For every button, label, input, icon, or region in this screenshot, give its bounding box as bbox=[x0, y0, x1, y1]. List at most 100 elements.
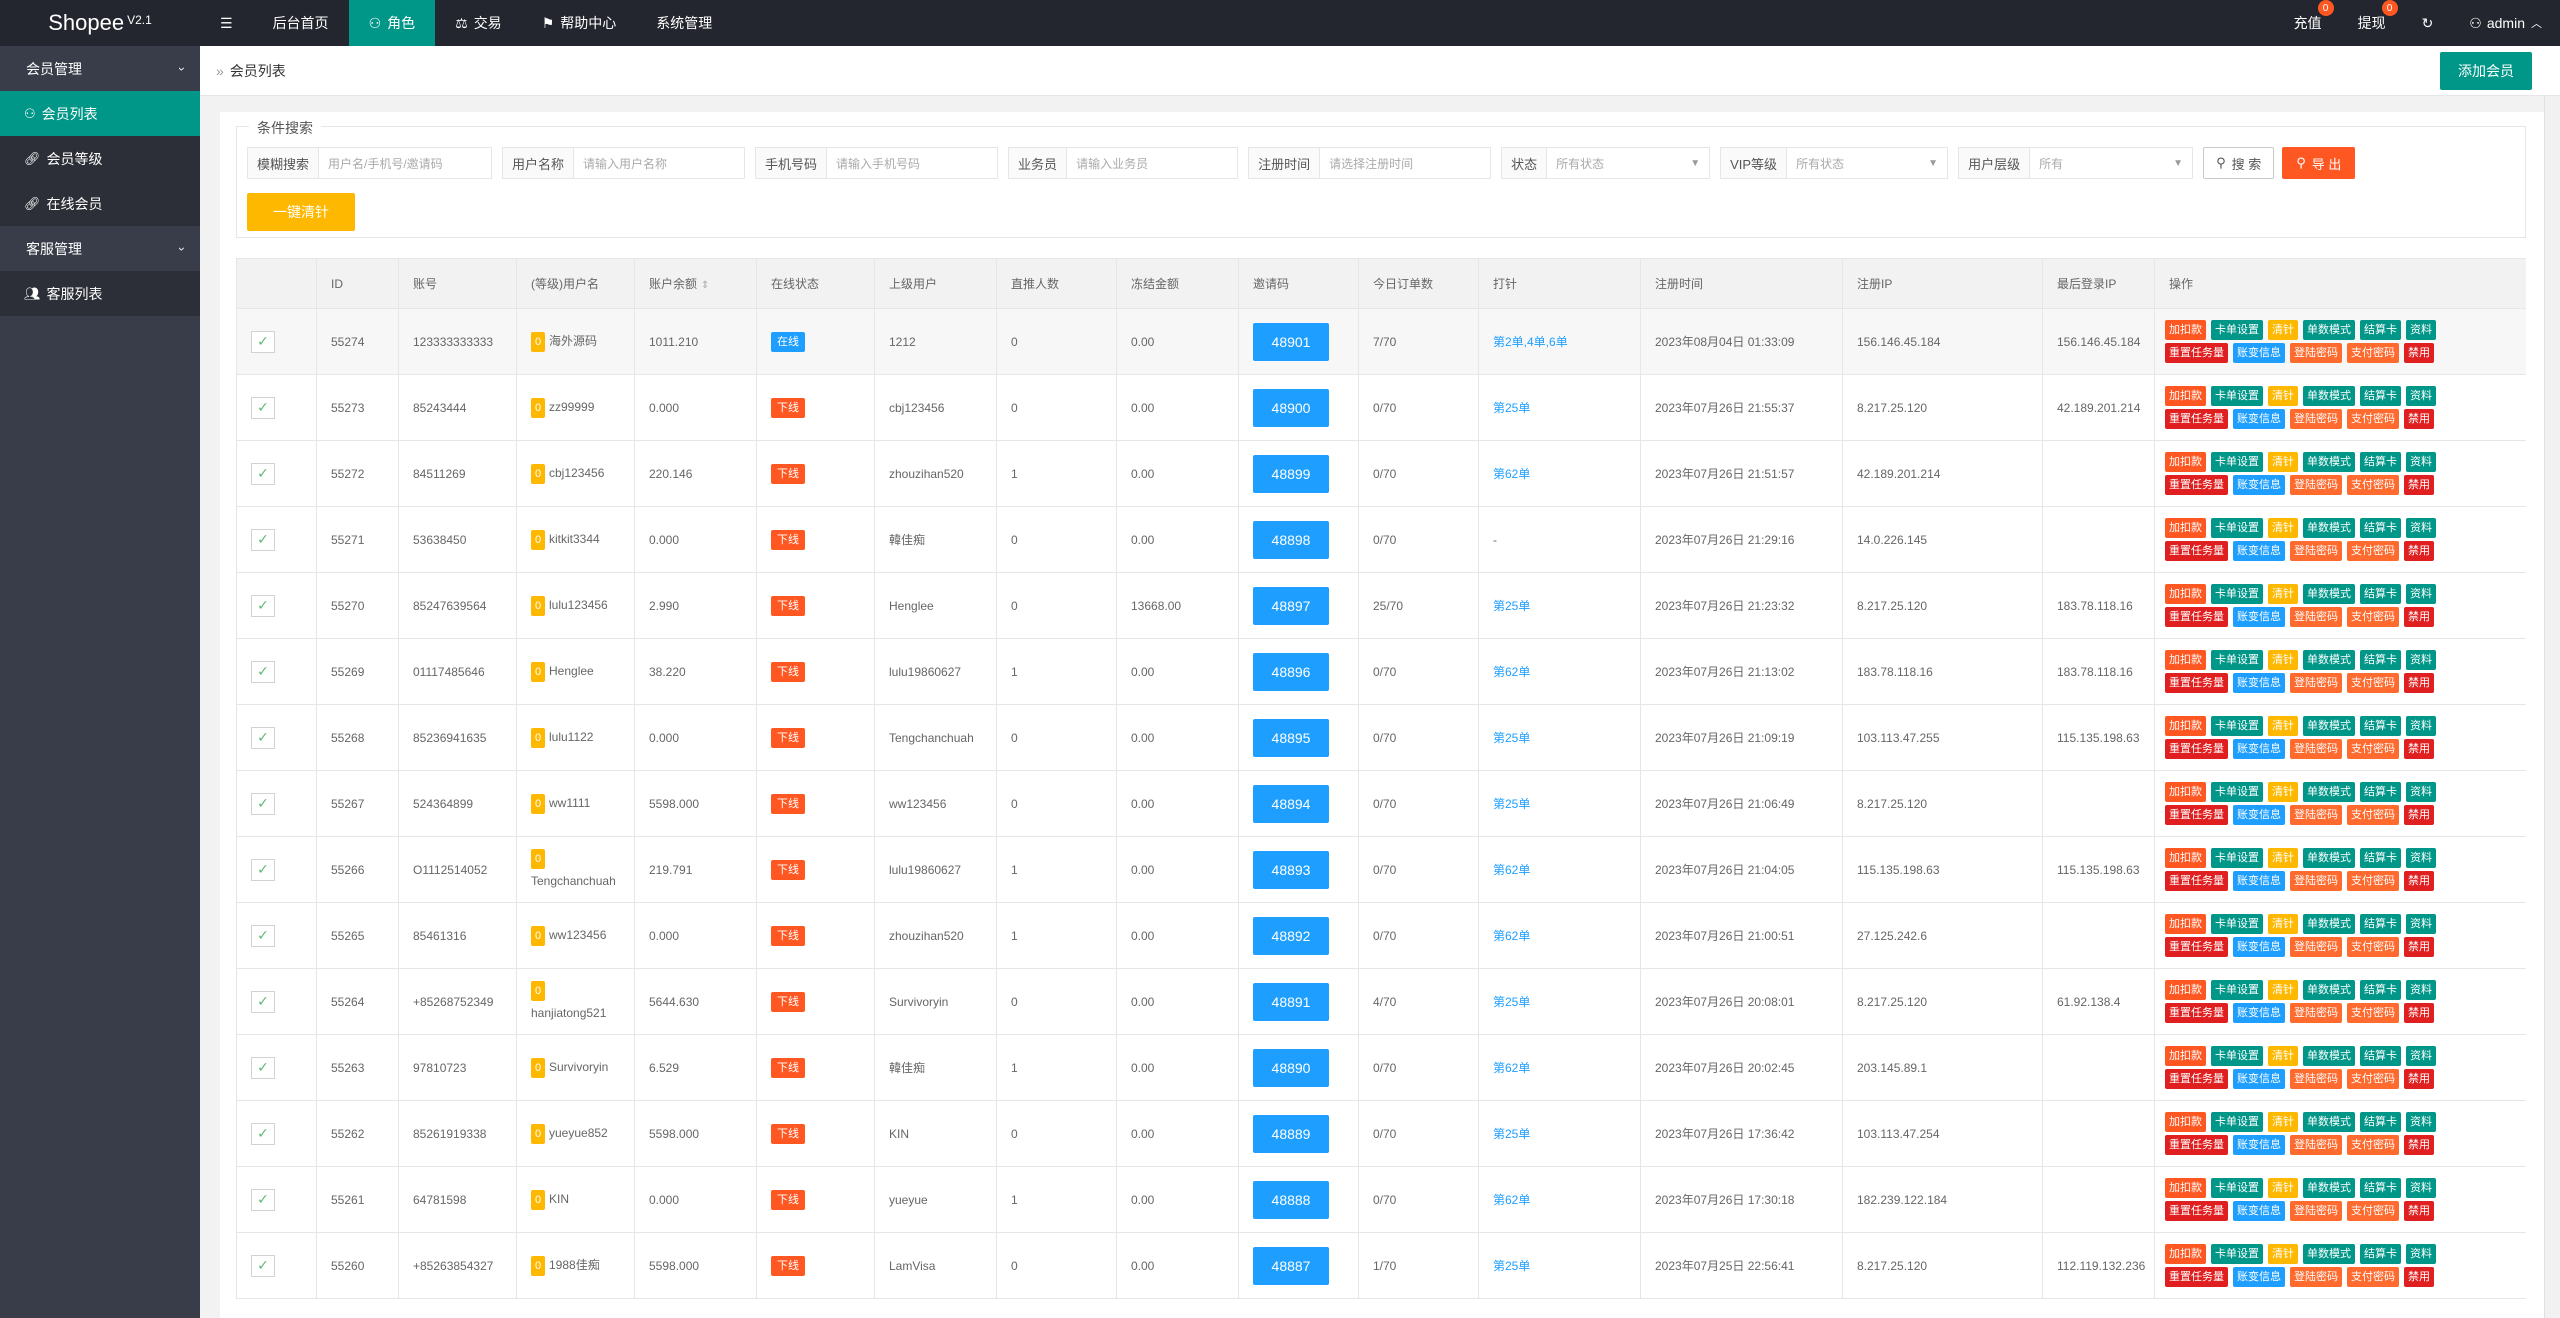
balance-log-button[interactable]: 账变信息 bbox=[2233, 475, 2285, 495]
profile-button[interactable]: 资料 bbox=[2406, 1046, 2436, 1066]
sidebar-item-member-list[interactable]: ⚇ 会员列表 bbox=[0, 91, 200, 136]
profile-button[interactable]: 资料 bbox=[2406, 782, 2436, 802]
login-password-button[interactable]: 登陆密码 bbox=[2290, 343, 2342, 363]
order-mode-button[interactable]: 单数模式 bbox=[2303, 848, 2355, 868]
balance-log-button[interactable]: 账变信息 bbox=[2233, 1135, 2285, 1155]
reset-tasks-button[interactable]: 重置任务量 bbox=[2165, 673, 2228, 693]
settlement-card-button[interactable]: 结算卡 bbox=[2360, 980, 2401, 1000]
pin-link[interactable]: 第2单,4单,6单 bbox=[1493, 335, 1568, 349]
status-select[interactable]: 所有状态 ▼ bbox=[1547, 148, 1709, 178]
card-order-settings-button[interactable]: 卡单设置 bbox=[2211, 518, 2263, 538]
profile-button[interactable]: 资料 bbox=[2406, 716, 2436, 736]
row-checkbox[interactable]: ✓ bbox=[251, 1254, 275, 1277]
username-input[interactable]: 请输入用户名称 bbox=[583, 156, 668, 171]
profile-button[interactable]: 资料 bbox=[2406, 1112, 2436, 1132]
disable-button[interactable]: 禁用 bbox=[2404, 739, 2434, 759]
card-order-settings-button[interactable]: 卡单设置 bbox=[2211, 386, 2263, 406]
login-password-button[interactable]: 登陆密码 bbox=[2290, 673, 2342, 693]
pay-password-button[interactable]: 支付密码 bbox=[2347, 607, 2399, 627]
balance-log-button[interactable]: 账变信息 bbox=[2233, 739, 2285, 759]
order-mode-button[interactable]: 单数模式 bbox=[2303, 650, 2355, 670]
reset-tasks-button[interactable]: 重置任务量 bbox=[2165, 1135, 2228, 1155]
pin-link[interactable]: 第25单 bbox=[1493, 1127, 1531, 1141]
reset-tasks-button[interactable]: 重置任务量 bbox=[2165, 475, 2228, 495]
settlement-card-button[interactable]: 结算卡 bbox=[2360, 584, 2401, 604]
balance-log-button[interactable]: 账变信息 bbox=[2233, 1201, 2285, 1221]
login-password-button[interactable]: 登陆密码 bbox=[2290, 1135, 2342, 1155]
profile-button[interactable]: 资料 bbox=[2406, 386, 2436, 406]
pay-password-button[interactable]: 支付密码 bbox=[2347, 1069, 2399, 1089]
profile-button[interactable]: 资料 bbox=[2406, 320, 2436, 340]
settlement-card-button[interactable]: 结算卡 bbox=[2360, 452, 2401, 472]
clear-pin-button[interactable]: 清针 bbox=[2268, 1244, 2298, 1264]
row-checkbox[interactable]: ✓ bbox=[251, 1056, 275, 1079]
pay-password-button[interactable]: 支付密码 bbox=[2347, 1267, 2399, 1287]
card-order-settings-button[interactable]: 卡单设置 bbox=[2211, 650, 2263, 670]
adjust-balance-button[interactable]: 加扣款 bbox=[2165, 386, 2206, 406]
pin-link[interactable]: 第25单 bbox=[1493, 797, 1531, 811]
clear-pin-button[interactable]: 清针 bbox=[2268, 716, 2298, 736]
adjust-balance-button[interactable]: 加扣款 bbox=[2165, 518, 2206, 538]
balance-log-button[interactable]: 账变信息 bbox=[2233, 409, 2285, 429]
order-mode-button[interactable]: 单数模式 bbox=[2303, 1046, 2355, 1066]
disable-button[interactable]: 禁用 bbox=[2404, 1135, 2434, 1155]
pay-password-button[interactable]: 支付密码 bbox=[2347, 1003, 2399, 1023]
pin-link[interactable]: 第62单 bbox=[1493, 1061, 1531, 1075]
login-password-button[interactable]: 登陆密码 bbox=[2290, 607, 2342, 627]
row-checkbox[interactable]: ✓ bbox=[251, 990, 275, 1013]
clear-pin-button[interactable]: 清针 bbox=[2268, 980, 2298, 1000]
invite-code-button[interactable]: 48897 bbox=[1253, 586, 1329, 625]
card-order-settings-button[interactable]: 卡单设置 bbox=[2211, 1046, 2263, 1066]
pay-password-button[interactable]: 支付密码 bbox=[2347, 673, 2399, 693]
invite-code-button[interactable]: 48898 bbox=[1253, 520, 1329, 559]
pay-password-button[interactable]: 支付密码 bbox=[2347, 409, 2399, 429]
nav-system[interactable]: 系统管理 bbox=[636, 0, 732, 46]
settlement-card-button[interactable]: 结算卡 bbox=[2360, 518, 2401, 538]
profile-button[interactable]: 资料 bbox=[2406, 1244, 2436, 1264]
balance-log-button[interactable]: 账变信息 bbox=[2233, 871, 2285, 891]
settlement-card-button[interactable]: 结算卡 bbox=[2360, 782, 2401, 802]
adjust-balance-button[interactable]: 加扣款 bbox=[2165, 452, 2206, 472]
adjust-balance-button[interactable]: 加扣款 bbox=[2165, 1244, 2206, 1264]
settlement-card-button[interactable]: 结算卡 bbox=[2360, 848, 2401, 868]
regtime-input[interactable]: 请选择注册时间 bbox=[1329, 156, 1414, 171]
order-mode-button[interactable]: 单数模式 bbox=[2303, 716, 2355, 736]
order-mode-button[interactable]: 单数模式 bbox=[2303, 1112, 2355, 1132]
menu-toggle-button[interactable]: ☰ bbox=[200, 0, 253, 46]
settlement-card-button[interactable]: 结算卡 bbox=[2360, 1178, 2401, 1198]
clear-pin-button[interactable]: 清针 bbox=[2268, 584, 2298, 604]
column-header[interactable]: 账户余额 ⇕ bbox=[634, 258, 757, 309]
invite-code-button[interactable]: 48887 bbox=[1253, 1246, 1329, 1285]
login-password-button[interactable]: 登陆密码 bbox=[2290, 541, 2342, 561]
pay-password-button[interactable]: 支付密码 bbox=[2347, 805, 2399, 825]
login-password-button[interactable]: 登陆密码 bbox=[2290, 805, 2342, 825]
card-order-settings-button[interactable]: 卡单设置 bbox=[2211, 1178, 2263, 1198]
profile-button[interactable]: 资料 bbox=[2406, 518, 2436, 538]
tier-select[interactable]: 所有 ▼ bbox=[2030, 148, 2192, 178]
user-menu[interactable]: ⚇ admin ︿ bbox=[2451, 0, 2560, 46]
invite-code-button[interactable]: 48890 bbox=[1253, 1048, 1329, 1087]
adjust-balance-button[interactable]: 加扣款 bbox=[2165, 1112, 2206, 1132]
nav-role[interactable]: ⚇ 角色 bbox=[348, 0, 436, 46]
export-button[interactable]: ⚲ 导 出 bbox=[2282, 147, 2356, 179]
agent-input[interactable]: 请输入业务员 bbox=[1076, 156, 1149, 171]
invite-code-button[interactable]: 48893 bbox=[1253, 850, 1329, 889]
balance-log-button[interactable]: 账变信息 bbox=[2233, 343, 2285, 363]
invite-code-button[interactable]: 48895 bbox=[1253, 718, 1329, 757]
clear-pin-button[interactable]: 清针 bbox=[2268, 782, 2298, 802]
search-button[interactable]: ⚲ 搜 索 bbox=[2203, 147, 2275, 179]
adjust-balance-button[interactable]: 加扣款 bbox=[2165, 584, 2206, 604]
balance-log-button[interactable]: 账变信息 bbox=[2233, 1069, 2285, 1089]
row-checkbox[interactable]: ✓ bbox=[251, 528, 275, 551]
adjust-balance-button[interactable]: 加扣款 bbox=[2165, 650, 2206, 670]
clear-pin-button[interactable]: 清针 bbox=[2268, 320, 2298, 340]
vip-select[interactable]: 所有状态 ▼ bbox=[1787, 148, 1947, 178]
adjust-balance-button[interactable]: 加扣款 bbox=[2165, 782, 2206, 802]
card-order-settings-button[interactable]: 卡单设置 bbox=[2211, 584, 2263, 604]
row-checkbox[interactable]: ✓ bbox=[251, 594, 275, 617]
disable-button[interactable]: 禁用 bbox=[2404, 343, 2434, 363]
balance-log-button[interactable]: 账变信息 bbox=[2233, 937, 2285, 957]
order-mode-button[interactable]: 单数模式 bbox=[2303, 518, 2355, 538]
sort-icon[interactable]: ⇕ bbox=[701, 280, 710, 291]
withdraw-button[interactable]: 提现 0 bbox=[2340, 0, 2404, 46]
